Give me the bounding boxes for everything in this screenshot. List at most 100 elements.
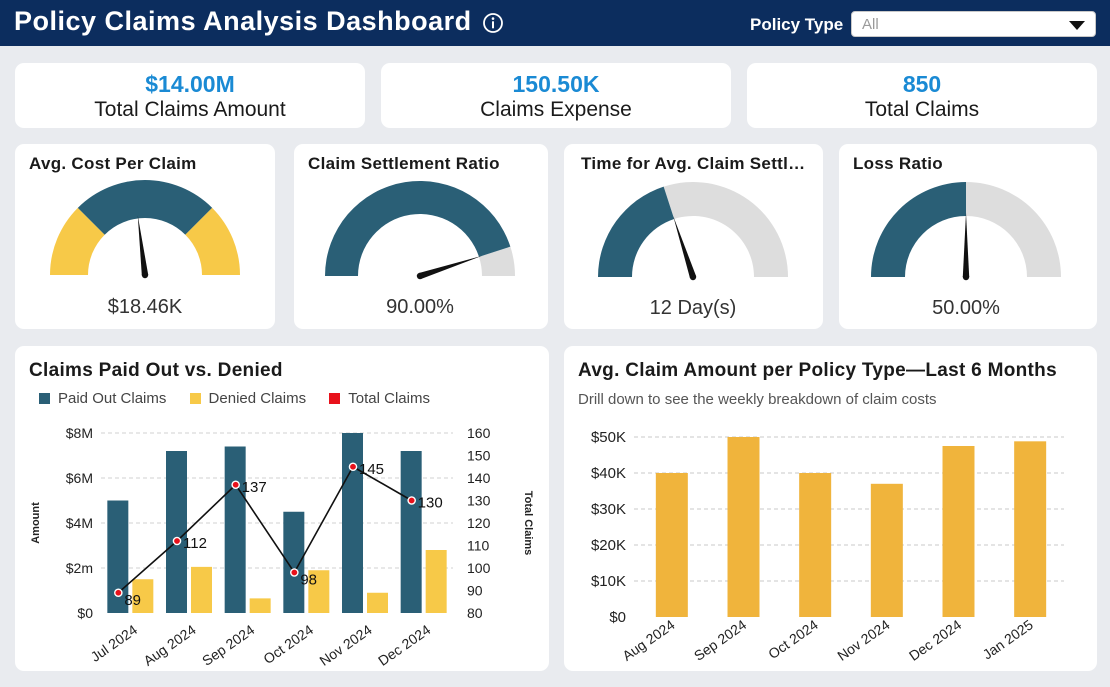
bar-avg-claim[interactable]: [870, 483, 903, 617]
header-bar: Policy Claims Analysis Dashboard Policy …: [0, 0, 1110, 46]
policy-type-label: Policy Type: [750, 15, 844, 34]
x-tick-label: Sep 2024: [199, 621, 257, 669]
gauge-card-settlement-ratio: Claim Settlement Ratio 0 100 90.00%: [294, 144, 548, 329]
y2-axis-label: Total Claims: [522, 491, 534, 556]
gauge-value-text: 90.00%: [386, 296, 454, 318]
bar-denied[interactable]: [191, 566, 212, 613]
bar-denied[interactable]: [308, 570, 330, 613]
gauge-band-low: [50, 207, 105, 275]
gauge-loss-ratio: 0 100 50.00%: [871, 182, 1061, 319]
x-tick-label: Aug 2024: [619, 616, 677, 664]
gauge-avg-cost-per-claim: 0 40k $18.46K: [50, 180, 240, 318]
bar-avg-claim[interactable]: [727, 437, 760, 617]
bar-avg-claim[interactable]: [1014, 441, 1047, 617]
gauge-value-text: 50.00%: [932, 297, 1000, 319]
total-claims-point[interactable]: [407, 496, 416, 505]
bar-avg-claim[interactable]: [655, 473, 688, 617]
claims-paid-vs-denied-chart: $0 $2m $4M $6M $8M 80 90 100 110 120 130 140 150 160 A…: [30, 425, 534, 669]
kpi-value: 850: [902, 71, 942, 97]
bar-paid-out[interactable]: [166, 451, 187, 613]
bar-avg-claim[interactable]: [799, 473, 832, 617]
x-tick-label: Nov 2024: [316, 621, 374, 669]
gauge-value-text: 12 Day(s): [650, 297, 737, 319]
total-claims-point[interactable]: [348, 462, 358, 472]
x-tick-label: Sep 2024: [691, 616, 749, 664]
x-tick-label: Oct 2024: [260, 621, 316, 667]
dashboard-title: Policy Claims Analysis Dashboard: [14, 6, 472, 36]
gauge-needle: [419, 255, 482, 280]
y2-tick-label: 140: [467, 470, 491, 486]
gauge-track: [966, 182, 1061, 277]
legend-item-paid-out[interactable]: Paid Out Claims: [39, 390, 166, 407]
legend-item-denied[interactable]: Denied Claims: [189, 390, 306, 407]
bar-paid-out[interactable]: [400, 451, 422, 613]
bar-denied[interactable]: [132, 579, 154, 613]
bar-paid-out[interactable]: [107, 500, 129, 614]
y2-tick-label: 80: [467, 605, 483, 621]
data-label: 130: [418, 495, 443, 512]
total-claims-point[interactable]: [114, 588, 123, 598]
kpi-label: Total Claims Amount: [94, 98, 286, 121]
gauge-needle: [962, 213, 970, 277]
y-tick-label: $8M: [66, 425, 93, 441]
y-tick-label: $4M: [66, 515, 93, 531]
avg-claim-amount-card: Avg. Claim Amount per Policy Type—Last 6…: [564, 346, 1097, 671]
gauge-fill: [871, 182, 966, 277]
policy-type-value: All: [862, 16, 879, 33]
policy-type-select[interactable]: All: [851, 11, 1096, 37]
y-tick-label: $0: [77, 605, 93, 621]
kpi-value: $14.00M: [145, 71, 235, 97]
legend-item-total-claims[interactable]: Total Claims: [329, 390, 430, 407]
gauge-track: [663, 182, 788, 277]
y-tick-label: $20K: [591, 537, 626, 554]
bar-denied[interactable]: [367, 592, 388, 613]
x-tick-label: Jul 2024: [88, 621, 141, 665]
gauge-time-for-avg-claim-settlement: 0 30 12 Day(s): [598, 182, 788, 319]
x-tick-label: Dec 2024: [375, 621, 433, 669]
gauge-band-high: [185, 207, 240, 275]
x-tick-label: Dec 2024: [906, 616, 964, 664]
total-claims-point[interactable]: [231, 480, 240, 490]
y-tick-label: $10K: [591, 573, 626, 590]
kpi-label: Total Claims: [864, 98, 980, 121]
kpi-card-total-claims-amount: $14.00M Total Claims Amount: [15, 63, 365, 128]
bar-denied[interactable]: [249, 598, 271, 613]
data-label: 112: [183, 535, 207, 552]
kpi-label: Claims Expense: [480, 98, 632, 121]
x-tick-label: Nov 2024: [834, 616, 892, 664]
chart-legend: Paid Out Claims Denied Claims Total Clai…: [39, 390, 449, 407]
kpi-card-total-claims: 850 Total Claims: [747, 63, 1097, 128]
gauge-needle-hub: [416, 272, 424, 280]
gauge-track: [478, 246, 515, 276]
gauge-needle: [673, 216, 697, 278]
chevron-down-icon: [1069, 21, 1085, 30]
total-claims-line: [117, 465, 413, 594]
y2-tick-label: 120: [467, 515, 491, 531]
y2-tick-label: 100: [467, 560, 491, 576]
info-icon[interactable]: [482, 12, 504, 34]
bar-paid-out[interactable]: [283, 511, 305, 613]
chart-subtitle: Drill down to see the weekly breakdown o…: [578, 391, 937, 408]
x-tick-label: Jan 2025: [980, 616, 1037, 662]
gauge-card-loss-ratio: Loss Ratio 0 100 50.00%: [839, 144, 1097, 329]
gauge-needle-hub: [141, 271, 149, 279]
bar-denied[interactable]: [425, 550, 447, 613]
bar-avg-claim[interactable]: [942, 446, 975, 617]
y-tick-label: $40K: [591, 465, 626, 482]
gauge-needle: [137, 215, 149, 276]
total-claims-point[interactable]: [290, 568, 299, 577]
bar-paid-out[interactable]: [224, 446, 246, 614]
claims-paid-vs-denied-card: Claims Paid Out vs. Denied Paid Out Clai…: [15, 346, 549, 671]
kpi-card-claims-expense: 150.50K Claims Expense: [381, 63, 731, 128]
x-tick-label: Aug 2024: [140, 621, 198, 669]
avg-claim-amount-chart: $0 $10K $20K $30K $40K $50K Aug 2024 Sep 2024 Oc…: [591, 429, 1064, 664]
x-tick-label: Oct 2024: [765, 616, 821, 662]
legend-label: Paid Out Claims: [58, 390, 167, 407]
kpi-value: 150.50K: [512, 71, 600, 97]
gauge-band-mid: [77, 180, 213, 235]
total-claims-point[interactable]: [172, 536, 182, 546]
gauge-card-settlement-time: Time for Avg. Claim Settlement 0 30 12 D…: [564, 144, 823, 329]
y-tick-label: $2m: [66, 560, 93, 576]
data-label: 98: [300, 572, 317, 589]
gauge-value-text: $18.46K: [108, 296, 183, 318]
